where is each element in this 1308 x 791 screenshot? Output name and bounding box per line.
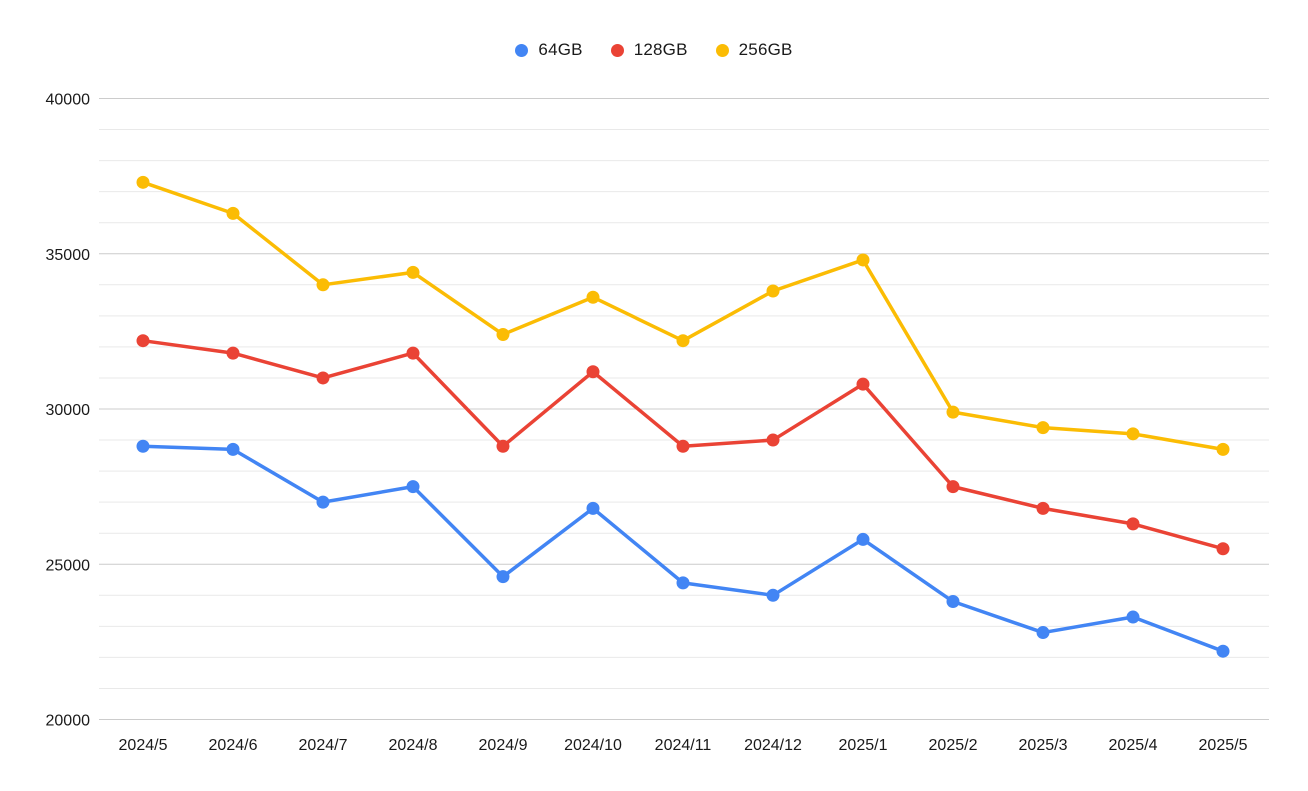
data-point-128gb-2024-10: [586, 365, 600, 379]
data-point-64gb-2024-8: [406, 480, 420, 494]
x-axis-tick-label: 2025/2: [929, 737, 978, 754]
data-point-256gb-2024-10: [586, 290, 600, 304]
data-point-128gb-2025-5: [1216, 542, 1230, 556]
x-axis-tick-label: 2025/5: [1199, 737, 1248, 754]
x-axis-tick-label: 2024/5: [119, 737, 168, 754]
x-axis-tick-label: 2024/11: [655, 737, 712, 754]
series-line-64gb: [141, 444, 1225, 653]
y-axis-tick-label: 40000: [46, 92, 91, 109]
data-point-256gb-2025-1: [856, 253, 870, 267]
y-axis-tick-label: 30000: [46, 402, 91, 419]
data-point-128gb-2025-2: [946, 480, 960, 494]
data-point-128gb-2024-5: [136, 334, 150, 348]
data-point-64gb-2025-4: [1126, 610, 1140, 624]
y-axis-tick-label: 35000: [46, 247, 91, 264]
data-point-64gb-2024-7: [316, 495, 330, 509]
data-point-256gb-2024-6: [226, 206, 240, 220]
x-axis-tick-label: 2024/7: [299, 737, 348, 754]
data-point-128gb-2024-12: [766, 433, 780, 447]
data-point-128gb-2024-8: [406, 346, 420, 360]
x-axis-tick-label: 2025/4: [1109, 737, 1158, 754]
data-point-256gb-2024-8: [406, 265, 420, 279]
data-point-256gb-2024-5: [136, 175, 150, 189]
data-point-128gb-2024-11: [676, 439, 690, 453]
data-point-256gb-2024-7: [316, 278, 330, 292]
data-point-256gb-2024-12: [766, 284, 780, 298]
data-point-128gb-2025-1: [856, 377, 870, 391]
data-point-256gb-2024-9: [496, 327, 510, 341]
x-axis-tick-label: 2025/3: [1019, 737, 1068, 754]
data-point-64gb-2024-6: [226, 442, 240, 456]
data-point-64gb-2025-3: [1036, 626, 1050, 640]
data-point-64gb-2024-11: [676, 576, 690, 590]
x-axis-tick-label: 2024/9: [479, 737, 528, 754]
data-point-256gb-2025-4: [1126, 427, 1140, 441]
data-point-128gb-2024-7: [316, 371, 330, 385]
data-point-64gb-2025-2: [946, 595, 960, 609]
data-point-64gb-2024-10: [586, 501, 600, 515]
x-axis-tick-label: 2024/6: [209, 737, 258, 754]
data-point-256gb-2025-5: [1216, 442, 1230, 456]
data-point-64gb-2025-5: [1216, 644, 1230, 658]
data-point-128gb-2024-6: [226, 346, 240, 360]
data-point-64gb-2024-5: [136, 439, 150, 453]
data-point-256gb-2024-11: [676, 334, 690, 348]
data-point-64gb-2024-12: [766, 588, 780, 602]
x-axis-tick-label: 2024/12: [744, 737, 802, 754]
y-axis-tick-label: 20000: [46, 713, 91, 730]
data-point-256gb-2025-2: [946, 405, 960, 419]
x-axis-tick-label: 2024/10: [564, 737, 622, 754]
data-point-64gb-2025-1: [856, 532, 870, 546]
y-axis-tick-label: 25000: [46, 557, 91, 574]
data-point-128gb-2025-4: [1126, 517, 1140, 531]
x-axis-tick-label: 2024/8: [389, 737, 438, 754]
data-point-64gb-2024-9: [496, 570, 510, 584]
data-point-128gb-2024-9: [496, 439, 510, 453]
data-point-128gb-2025-3: [1036, 501, 1050, 515]
data-point-256gb-2025-3: [1036, 421, 1050, 435]
x-axis-tick-label: 2025/1: [839, 737, 888, 754]
